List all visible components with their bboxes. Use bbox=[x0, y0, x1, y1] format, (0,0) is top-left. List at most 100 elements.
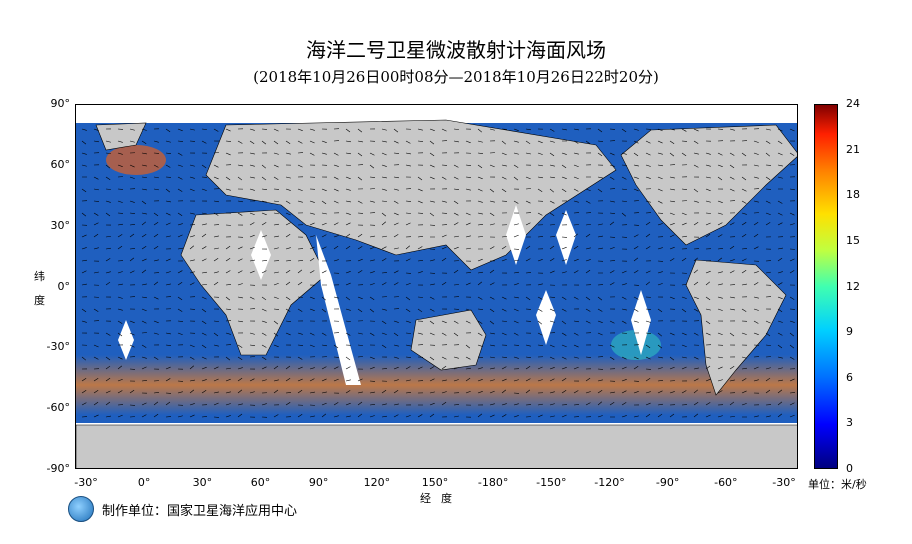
wind-arrow bbox=[273, 389, 279, 394]
wind-arrow bbox=[573, 296, 579, 300]
wind-arrow bbox=[321, 212, 327, 215]
wind-arrow bbox=[705, 402, 711, 406]
wind-arrow bbox=[717, 247, 723, 250]
wind-arrow bbox=[753, 164, 759, 167]
wind-arrow bbox=[777, 320, 783, 323]
wind-arrow bbox=[93, 308, 99, 312]
wind-arrow bbox=[345, 245, 351, 250]
wind-arrow bbox=[753, 320, 759, 324]
wind-arrow bbox=[597, 415, 603, 418]
wind-arrow bbox=[201, 271, 207, 274]
wind-arrow bbox=[597, 308, 603, 312]
wind-arrow bbox=[621, 152, 627, 155]
wind-arrow bbox=[453, 200, 459, 205]
wind-arrow bbox=[129, 320, 135, 324]
wind-arrow bbox=[669, 152, 675, 157]
wind-arrow bbox=[93, 271, 99, 274]
wind-arrow bbox=[225, 378, 231, 382]
wind-arrow bbox=[369, 404, 375, 406]
wind-arrow bbox=[141, 414, 147, 418]
wind-arrow bbox=[249, 296, 255, 300]
wind-arrow bbox=[789, 296, 795, 300]
wind-arrow bbox=[381, 246, 387, 250]
wind-arrow bbox=[453, 415, 459, 418]
lon-tick-label: 90° bbox=[308, 476, 329, 489]
wind-arrow bbox=[417, 271, 423, 274]
wind-arrow bbox=[465, 212, 471, 216]
wind-arrow bbox=[309, 344, 315, 348]
wind-arrow bbox=[141, 176, 147, 178]
wind-arrow bbox=[213, 344, 219, 347]
colorbar bbox=[814, 104, 838, 469]
wind-arrow bbox=[489, 188, 495, 193]
wind-arrow bbox=[777, 164, 783, 167]
lat-tick-label: 90° bbox=[50, 97, 71, 110]
wind-arrow bbox=[285, 222, 291, 226]
wind-arrow bbox=[273, 164, 279, 168]
wind-arrow bbox=[189, 344, 195, 348]
wind-arrow bbox=[789, 332, 795, 337]
wind-arrow bbox=[645, 140, 651, 144]
wind-arrow bbox=[537, 332, 543, 336]
wind-arrow bbox=[393, 332, 399, 337]
wind-arrow bbox=[117, 245, 123, 250]
wind-arrow bbox=[621, 296, 627, 300]
wind-arrow bbox=[765, 271, 771, 274]
wind-arrow bbox=[321, 296, 327, 301]
lat-tick-label: -90° bbox=[46, 462, 70, 475]
wind-arrow bbox=[309, 246, 315, 250]
swath-gap bbox=[631, 290, 651, 355]
wind-arrow bbox=[537, 414, 543, 418]
wind-arrow bbox=[633, 140, 639, 144]
wind-arrow bbox=[657, 308, 663, 313]
wind-arrow bbox=[153, 212, 159, 217]
wind-arrow bbox=[477, 128, 483, 133]
wind-arrow bbox=[249, 140, 255, 145]
wind-arrow bbox=[729, 308, 735, 311]
wind-arrow bbox=[705, 414, 711, 418]
wind-arrow bbox=[333, 188, 339, 192]
lat-tick-label: 0° bbox=[57, 279, 71, 293]
wind-arrow bbox=[741, 188, 747, 192]
wind-arrow bbox=[561, 164, 567, 169]
wind-arrow bbox=[621, 402, 627, 406]
wind-arrow bbox=[213, 332, 219, 337]
wind-arrow bbox=[153, 245, 159, 250]
wind-arrow bbox=[225, 152, 231, 156]
wind-arrow bbox=[585, 391, 591, 394]
wind-arrow bbox=[105, 235, 111, 238]
wind-arrow bbox=[453, 269, 459, 274]
wind-arrow bbox=[93, 390, 99, 394]
wind-arrow bbox=[525, 258, 531, 262]
wind-arrow bbox=[105, 332, 111, 336]
wind-arrow bbox=[201, 164, 207, 169]
wind-arrow bbox=[273, 282, 279, 286]
wind-arrow bbox=[105, 401, 111, 406]
wind-arrow bbox=[117, 308, 123, 311]
wind-arrow bbox=[645, 152, 651, 156]
wind-arrow bbox=[537, 176, 543, 179]
wind-arrow bbox=[189, 212, 195, 215]
wind-arrow bbox=[273, 296, 279, 299]
wind-arrow bbox=[549, 245, 555, 250]
wind-arrow bbox=[789, 270, 795, 274]
wind-arrow bbox=[633, 188, 639, 192]
wind-arrow bbox=[105, 344, 112, 346]
wind-arrow bbox=[741, 332, 747, 335]
wind-arrow bbox=[177, 234, 183, 238]
wind-arrow bbox=[405, 200, 412, 202]
wind-arrow bbox=[381, 258, 387, 262]
wind-arrow bbox=[201, 233, 207, 238]
wind-arrow bbox=[693, 413, 699, 418]
lon-tick-label: -150° bbox=[536, 476, 567, 489]
wind-arrow bbox=[261, 188, 267, 191]
wind-arrow bbox=[117, 223, 123, 226]
wind-arrow bbox=[381, 282, 387, 286]
wind-arrow bbox=[381, 403, 387, 406]
wind-arrow bbox=[597, 128, 603, 133]
wind-arrow bbox=[357, 152, 363, 157]
wind-arrow bbox=[369, 235, 375, 238]
wind-arrow bbox=[585, 247, 591, 250]
wind-arrow bbox=[693, 200, 699, 203]
wind-arrow bbox=[201, 283, 207, 286]
